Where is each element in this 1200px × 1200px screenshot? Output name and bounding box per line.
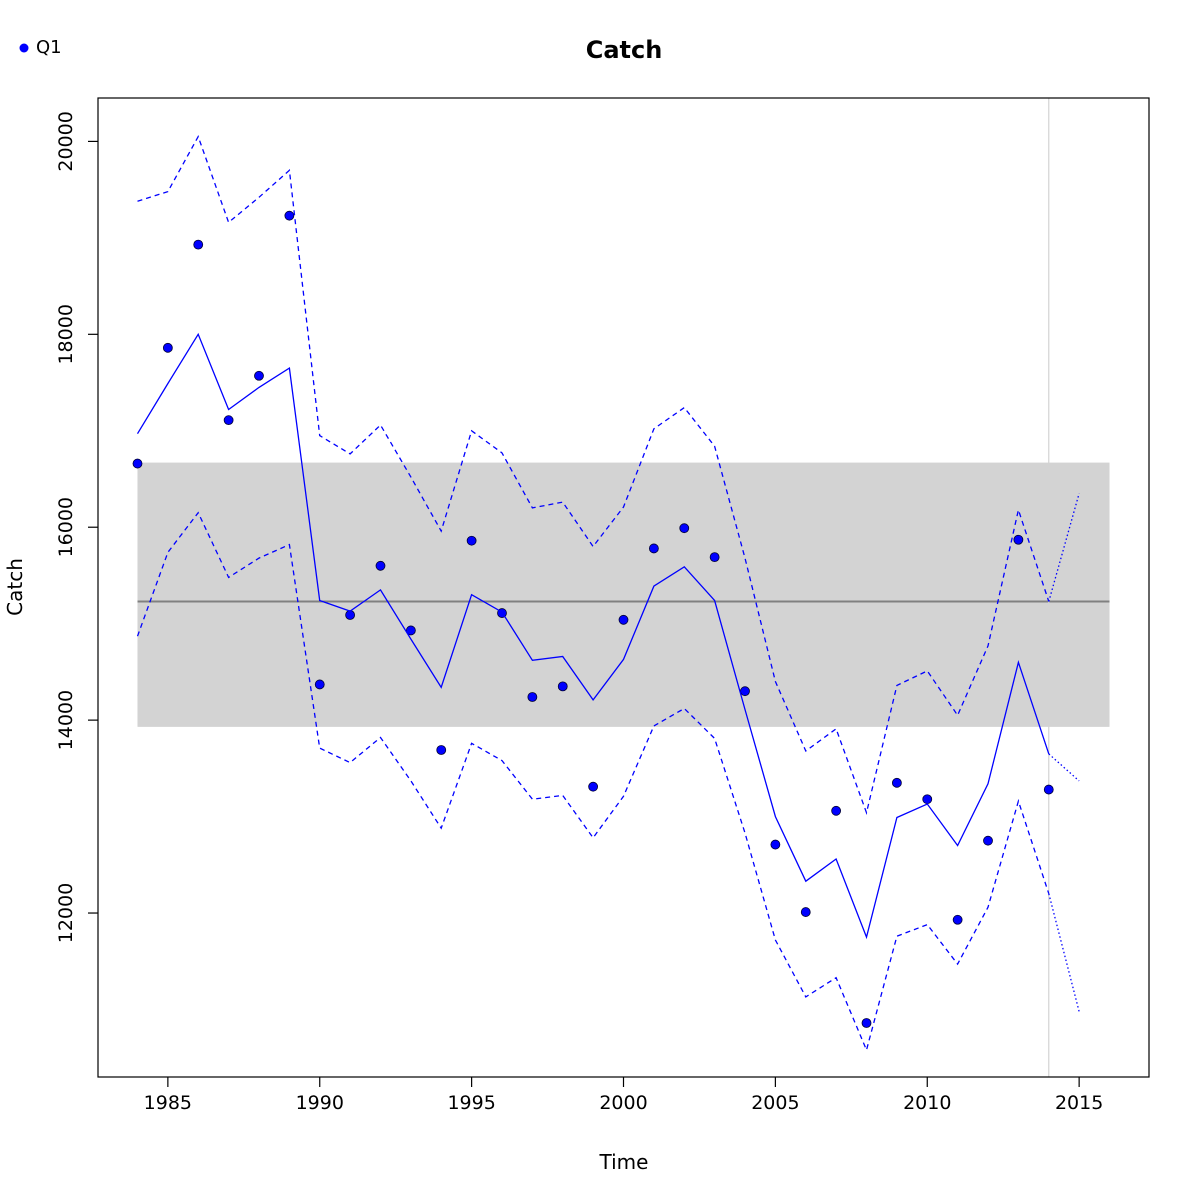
data-point <box>983 835 993 846</box>
axes: 1985 1990 1995 2000 2005 2010 2015 12000 14000 16… <box>55 97 1150 1114</box>
series-line-solid-1 <box>136 332 1050 940</box>
x-tick-label: 1990 <box>296 1092 344 1114</box>
data-point <box>952 914 963 925</box>
x-axis-label: Time <box>599 1150 649 1174</box>
data-point <box>891 777 902 788</box>
series-line-dashed-3 <box>136 511 1050 1053</box>
x-tick-label: 1995 <box>447 1092 495 1114</box>
data-point <box>588 781 599 792</box>
data-point <box>679 523 690 534</box>
legend: Q1 <box>19 37 62 58</box>
data-point <box>375 560 386 571</box>
data-point <box>800 907 811 917</box>
data-point <box>922 794 933 805</box>
data-point <box>831 805 842 816</box>
data-point <box>1043 784 1054 795</box>
data-point <box>1013 534 1024 545</box>
chart-title: Catch <box>586 36 663 64</box>
data-point <box>527 692 538 702</box>
y-tick-label: 16000 <box>55 497 77 557</box>
x-tick-label: 2010 <box>903 1092 951 1114</box>
data-point <box>466 535 477 546</box>
data-point <box>557 681 568 692</box>
y-tick-label: 12000 <box>55 883 77 943</box>
data-point <box>405 625 416 636</box>
data-point <box>193 239 204 250</box>
data-point <box>740 686 750 697</box>
x-tick-label: 2000 <box>599 1092 647 1114</box>
series-line-dotted-6 <box>1048 893 1080 1012</box>
x-tick-label: 2015 <box>1055 1092 1103 1114</box>
series-line-dotted-4 <box>1048 753 1080 782</box>
data-point <box>709 552 720 563</box>
legend-marker-q1 <box>19 43 29 53</box>
data-point <box>770 839 781 850</box>
legend-label-q1: Q1 <box>36 37 62 58</box>
y-tick-label: 18000 <box>55 304 77 364</box>
data-point <box>132 458 143 469</box>
data-point <box>314 679 325 690</box>
x-tick-label: 2005 <box>751 1092 799 1114</box>
y-tick-label: 14000 <box>55 690 77 750</box>
confidence-band <box>137 462 1110 727</box>
series-line-dotted-5 <box>1048 493 1080 602</box>
data-point <box>162 342 173 353</box>
data-point <box>254 370 264 381</box>
data-point <box>618 614 629 625</box>
data-point <box>648 543 659 554</box>
x-tick-label: 1985 <box>144 1092 192 1114</box>
series-line-dashed-2 <box>137 135 1050 815</box>
data-point <box>345 610 356 620</box>
y-tick-label: 20000 <box>55 111 77 171</box>
data-point <box>436 745 447 755</box>
plot-area <box>132 98 1110 1077</box>
data-point <box>223 415 234 426</box>
data-point <box>861 1018 872 1028</box>
y-axis-label: Catch <box>3 558 27 616</box>
data-point <box>284 210 295 221</box>
